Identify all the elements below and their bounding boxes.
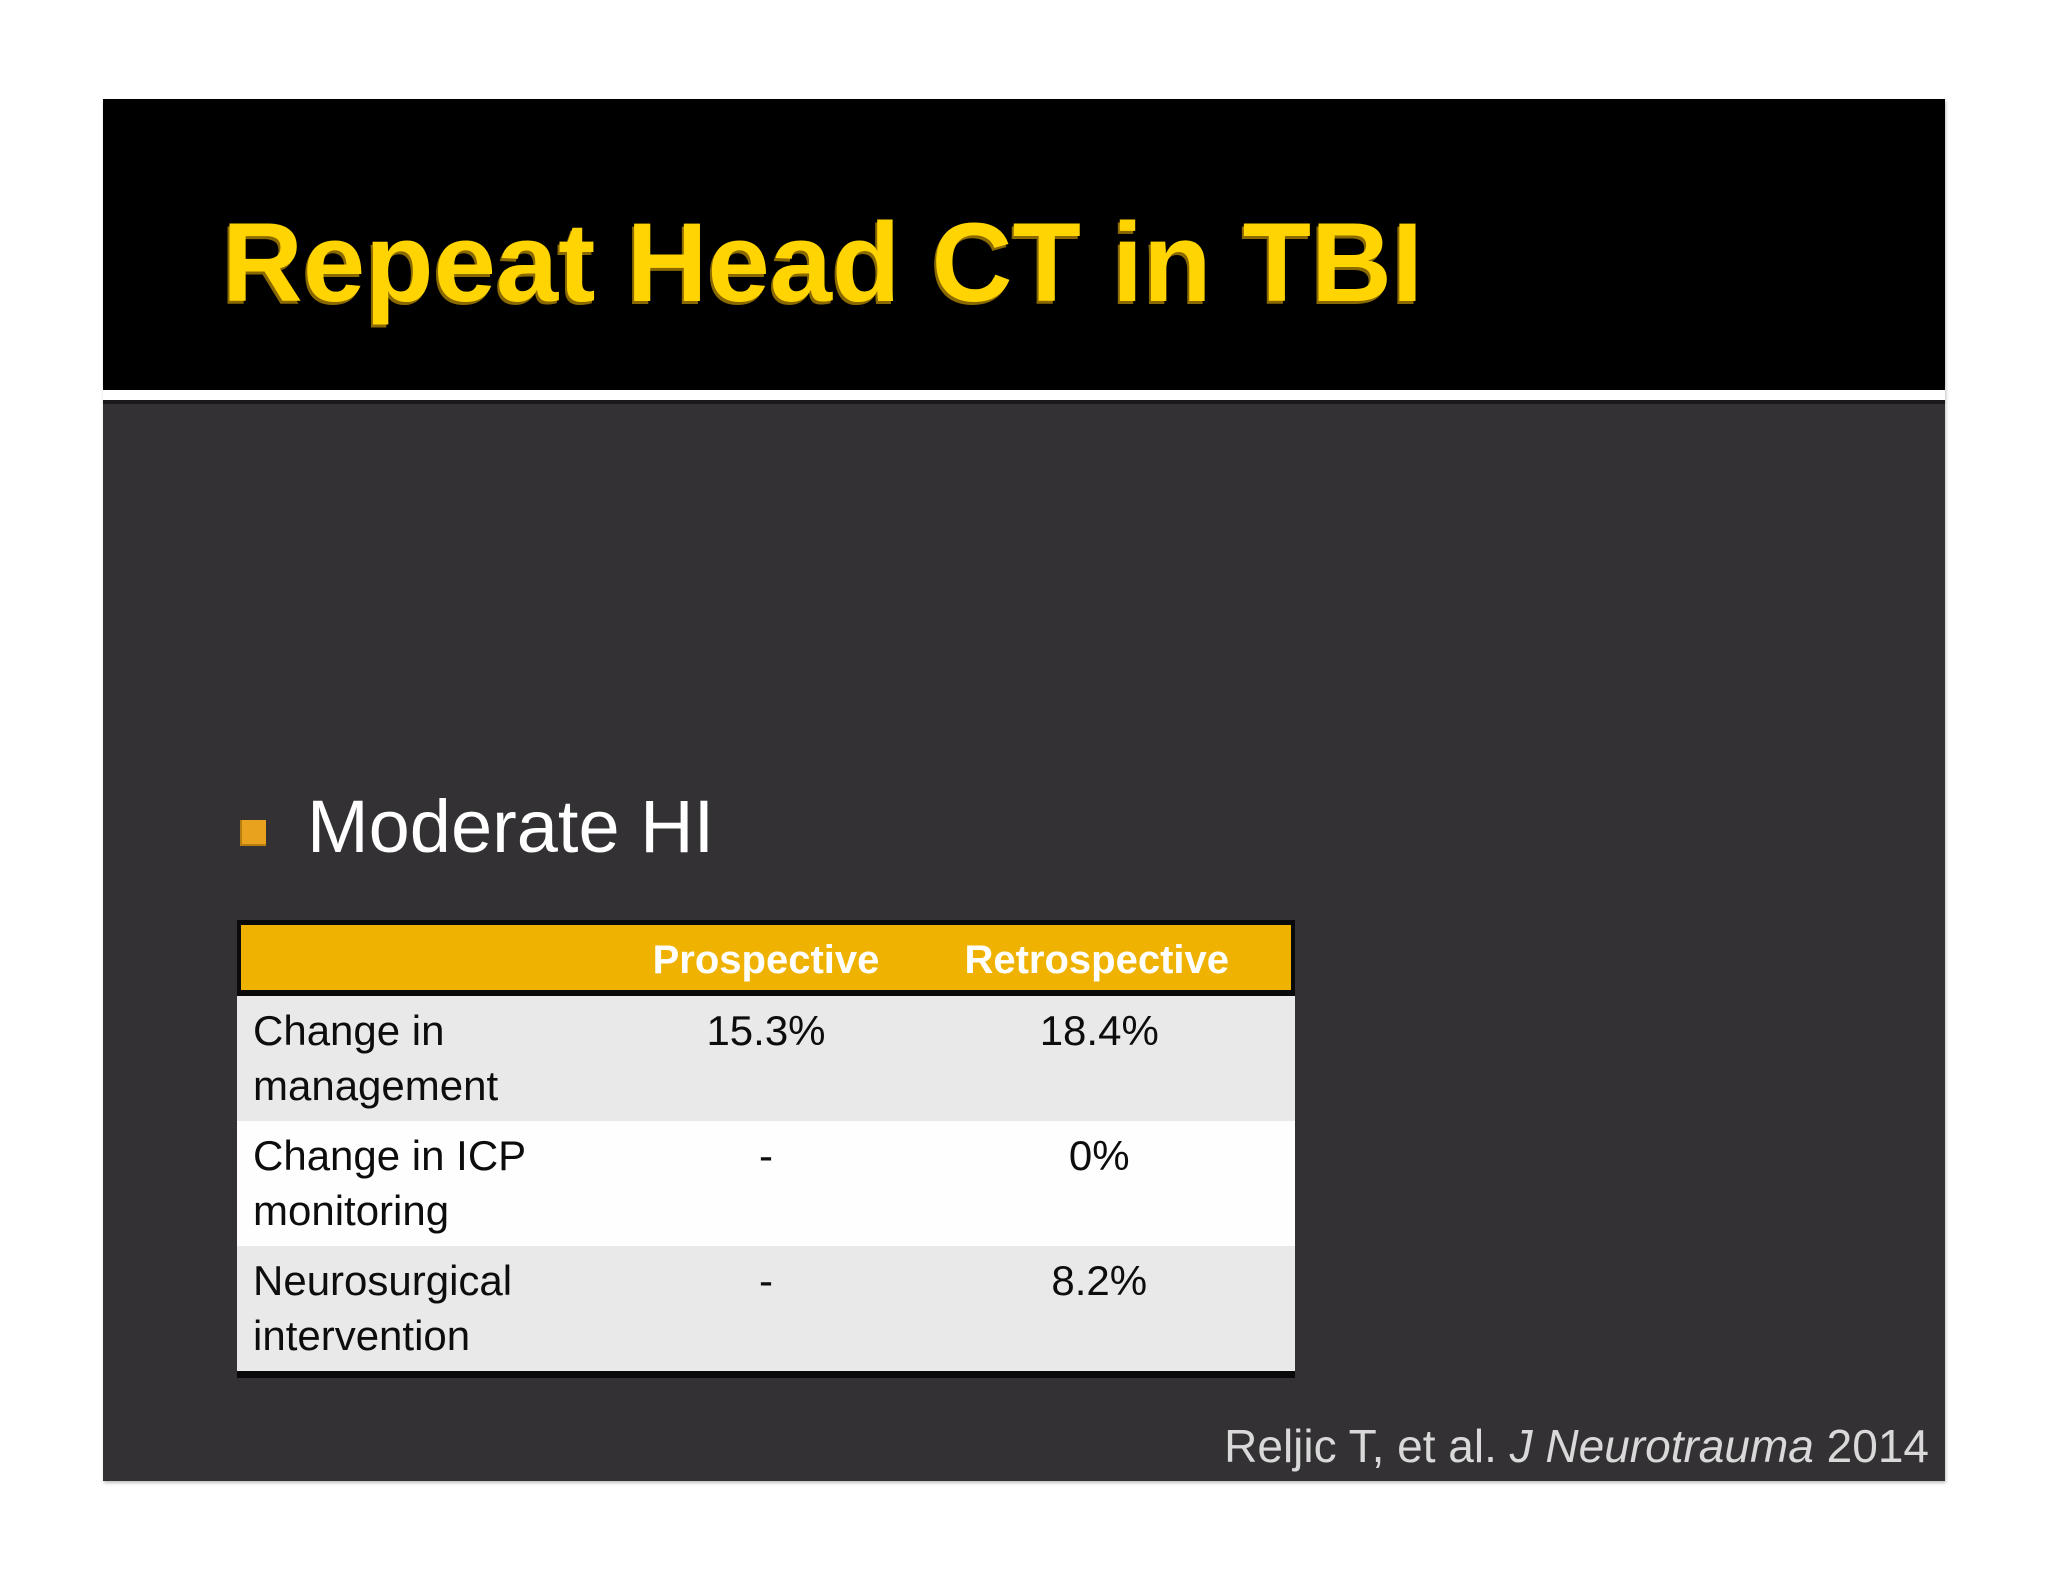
bullet-square-icon <box>240 820 266 846</box>
row-label: Change in ICP monitoring <box>253 1132 526 1234</box>
row-retrospective-value: 8.2% <box>1051 1257 1148 1304</box>
slide-title: Repeat Head CT in TBI <box>222 200 1424 325</box>
table-row: Change in management 15.3% 18.4% <box>237 996 1295 1121</box>
table-row: Neurosurgical intervention - 8.2% <box>237 1246 1295 1371</box>
table-row: Change in ICP monitoring - 0% <box>237 1121 1295 1246</box>
bullet-label: Moderate HI <box>307 785 715 868</box>
slide: Repeat Head CT in TBI Moderate HI Prospe… <box>103 99 1945 1481</box>
table-header-prospective: Prospective <box>652 938 880 982</box>
title-banner: Repeat Head CT in TBI <box>103 99 1945 390</box>
row-label: Change in management <box>253 1007 499 1109</box>
row-retrospective-value: 18.4% <box>1039 1007 1159 1054</box>
table-header-retrospective: Retrospective <box>964 938 1230 982</box>
table-header-row: Prospective Retrospective <box>237 925 1295 996</box>
citation-journal: J Neurotrauma <box>1509 1420 1814 1472</box>
row-prospective-value: 15.3% <box>706 1007 826 1054</box>
citation-year: 2014 <box>1826 1420 1929 1472</box>
slide-body: Moderate HI Prospective Retrospective Ch… <box>103 400 1945 1481</box>
citation: Reljic T, et al. J Neurotrauma 2014 <box>1224 1419 1929 1473</box>
row-label: Neurosurgical intervention <box>253 1257 513 1359</box>
row-prospective-value: - <box>758 1257 773 1304</box>
row-retrospective-value: 0% <box>1068 1132 1130 1179</box>
separator-strip <box>103 390 1945 400</box>
results-table: Prospective Retrospective Change in mana… <box>237 920 1295 1378</box>
citation-authors: Reljic T, et al. <box>1224 1420 1497 1472</box>
row-prospective-value: - <box>758 1132 773 1179</box>
